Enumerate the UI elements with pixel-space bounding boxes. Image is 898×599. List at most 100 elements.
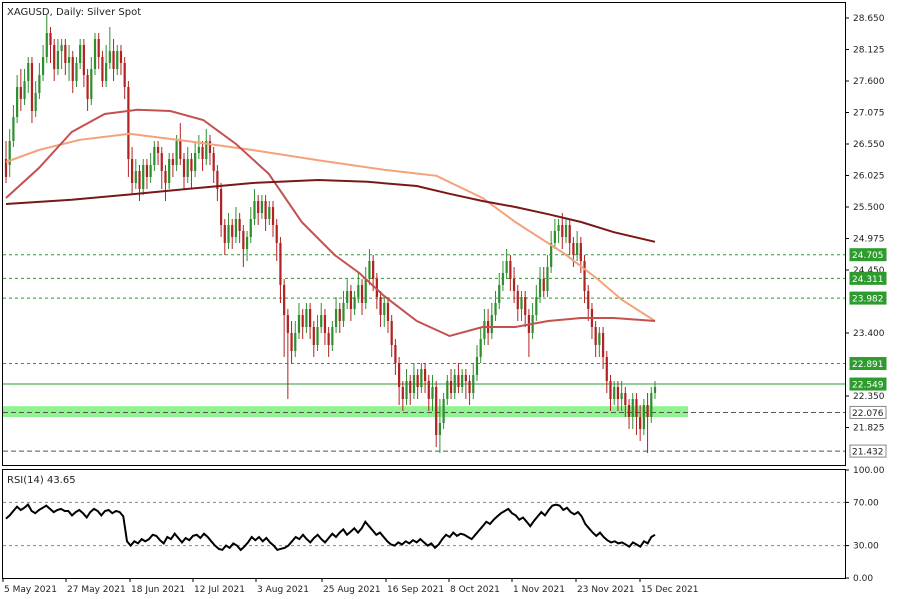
level-lines-layer [3, 254, 845, 452]
candle-body [498, 285, 501, 303]
candle-body [420, 369, 423, 387]
candle-body [283, 285, 286, 315]
price-tick-label: 23.400 [853, 329, 885, 339]
candle-body [205, 141, 208, 159]
candle-body [364, 279, 367, 303]
level-badge-label: 22.891 [852, 360, 884, 370]
candle-body [75, 63, 78, 81]
candle-body [134, 171, 137, 183]
candle-body [568, 225, 571, 243]
candle-body [609, 381, 612, 399]
candle-body [390, 321, 393, 345]
candle-body [416, 375, 419, 387]
support-zone [3, 406, 688, 417]
price-tick-label: 28.125 [853, 46, 885, 56]
time-tick-label: 23 Nov 2021 [577, 585, 635, 595]
candle-body [550, 243, 553, 267]
candle-body [79, 45, 82, 63]
time-tick-label: 18 Jun 2021 [131, 585, 185, 595]
candle-body [475, 357, 479, 375]
candle-body [127, 87, 130, 159]
candle-body [583, 261, 586, 291]
candle-body [27, 63, 30, 81]
candle-body [8, 141, 11, 165]
time-tick-label: 3 Aug 2021 [257, 585, 309, 595]
candle-body [260, 201, 264, 213]
candle-body [501, 273, 505, 285]
time-tick-label: 12 Jul 2021 [194, 585, 245, 595]
candle-body [620, 393, 623, 399]
candle-body [271, 207, 275, 225]
candle-body [505, 261, 508, 273]
price-tick-label: 25.500 [853, 203, 885, 213]
candle-body [208, 141, 212, 153]
candle-body [153, 147, 156, 165]
candle-body [145, 165, 149, 177]
candle-body [653, 387, 657, 393]
candle-body [294, 333, 297, 351]
level-badge-label: 22.076 [852, 409, 884, 419]
candle-body [553, 231, 556, 243]
candle-body [275, 225, 278, 243]
candle-body [468, 381, 471, 393]
candle-body [297, 315, 301, 333]
candle-body [82, 45, 85, 75]
candle-body [49, 33, 52, 45]
candle-body [279, 243, 282, 285]
candle-body [542, 279, 545, 291]
candle-body [579, 243, 582, 261]
time-axis: 5 May 2021 27 May 2021 18 Jun 2021 12 Jul 2… [2, 578, 699, 595]
candle-body [312, 327, 315, 345]
candle-body [53, 45, 56, 69]
candle-body [631, 399, 634, 417]
candle-body [613, 387, 616, 399]
candle-body [190, 159, 193, 171]
candle-body [138, 171, 141, 189]
level-badge-label: 23.982 [852, 295, 884, 305]
candle-body [112, 51, 115, 69]
candle-body [446, 381, 449, 399]
candle-body [520, 297, 523, 309]
candle-body [442, 399, 445, 423]
candle-body [168, 159, 171, 183]
candle-body [431, 387, 434, 399]
candle-body [412, 375, 416, 393]
candle-body [461, 375, 464, 387]
candle-body [409, 381, 412, 393]
candle-body [357, 285, 360, 297]
rsi-line [5, 503, 656, 552]
time-tick-label: 16 Sep 2021 [387, 585, 444, 595]
candle-body [457, 375, 460, 387]
rsi-tick-label: 70.00 [853, 498, 879, 508]
level-badge-label: 24.705 [852, 251, 884, 261]
candle-body [60, 45, 63, 51]
candle-body [249, 219, 252, 237]
candle-body [268, 207, 271, 219]
candle-body [616, 387, 620, 399]
level-badge [849, 377, 887, 391]
rsi-layer [3, 501, 845, 552]
candle-body [4, 159, 8, 177]
candle-body [64, 45, 67, 63]
price-tick-label: 21.825 [853, 424, 885, 434]
candle-body [535, 297, 538, 315]
candle-body [642, 405, 645, 429]
candle-body [598, 333, 601, 345]
candle-body [245, 237, 249, 249]
candle-body [71, 57, 74, 81]
time-tick-label: 27 May 2021 [67, 585, 126, 595]
candle-body [186, 159, 189, 177]
candle-body [342, 303, 345, 321]
candle-body [323, 315, 327, 333]
candle-body [67, 57, 71, 63]
candle-body [346, 291, 349, 303]
candle-body [605, 357, 608, 381]
candle-body [524, 297, 527, 315]
candle-body [627, 405, 631, 417]
candle-body [257, 201, 260, 213]
candle-body [308, 309, 312, 327]
candle-body [338, 309, 341, 321]
candle-body [594, 327, 597, 345]
rsi-panel-frame [2, 469, 846, 579]
